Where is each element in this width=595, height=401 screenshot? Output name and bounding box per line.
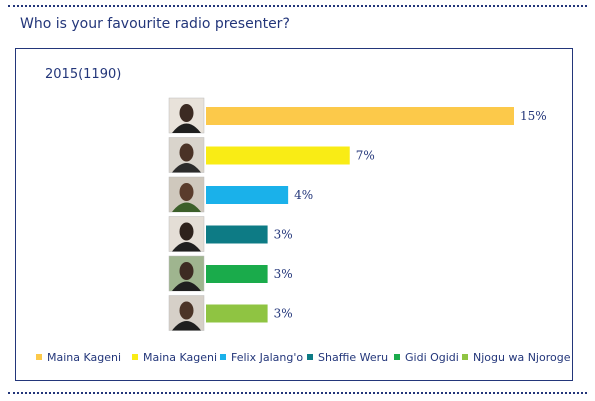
presenter-photo — [168, 216, 205, 252]
legend-label: Maina Kageni — [143, 351, 218, 364]
legend-item: Shaffie Weru — [307, 351, 388, 364]
top-dotted-divider — [8, 5, 587, 7]
bar — [206, 265, 268, 283]
presenter-photo — [168, 255, 205, 292]
bar-value-label: 7% — [356, 149, 375, 163]
bar-value-label: 15% — [520, 109, 547, 123]
legend-swatch — [394, 354, 400, 360]
legend-item: Maina Kageni — [132, 351, 217, 364]
legend-item: Felix Jalang'o — [220, 351, 303, 364]
bottom-dotted-divider — [8, 392, 587, 394]
chart-title: 2015(1190) — [45, 67, 122, 82]
legend-label: Gidi Ogidi — [405, 351, 459, 364]
legend-swatch — [307, 354, 313, 360]
legend-swatch — [36, 354, 42, 360]
presenter-photo — [168, 97, 205, 134]
bar-value-label: 3% — [274, 267, 293, 281]
legend-label: Maina Kageni — [47, 351, 122, 364]
bar-value-label: 3% — [274, 307, 293, 321]
chart-panel — [15, 48, 573, 381]
bar — [206, 146, 350, 165]
bar-value-label: 4% — [294, 188, 313, 202]
legend-item: Gidi Ogidi — [394, 351, 459, 364]
legend-swatch — [220, 354, 226, 360]
legend-label: Shaffie Weru — [318, 351, 389, 364]
legend-label: Njogu wa Njoroge — [473, 351, 571, 364]
legend-label: Felix Jalang'o — [231, 351, 304, 364]
legend-swatch — [462, 354, 468, 360]
legend-swatch — [132, 354, 138, 360]
presenter-photo — [168, 295, 205, 331]
bar — [206, 304, 268, 323]
legend-item: Njogu wa Njoroge — [462, 351, 570, 364]
bar — [206, 186, 289, 204]
bar — [206, 225, 268, 244]
legend-item: Maina Kageni — [36, 351, 121, 364]
bar — [206, 107, 514, 125]
presenter-photo — [168, 137, 205, 173]
presenter-photo — [168, 176, 205, 213]
chart-legend: Maina Kageni Maina Kageni Felix Jalang'o Sh… — [36, 351, 576, 367]
bar-value-label: 3% — [274, 228, 293, 242]
bars-layer: 15% 7% 4% 3% 3% 3% — [168, 97, 547, 331]
question-title: Who is your favourite radio presenter? — [20, 16, 290, 32]
